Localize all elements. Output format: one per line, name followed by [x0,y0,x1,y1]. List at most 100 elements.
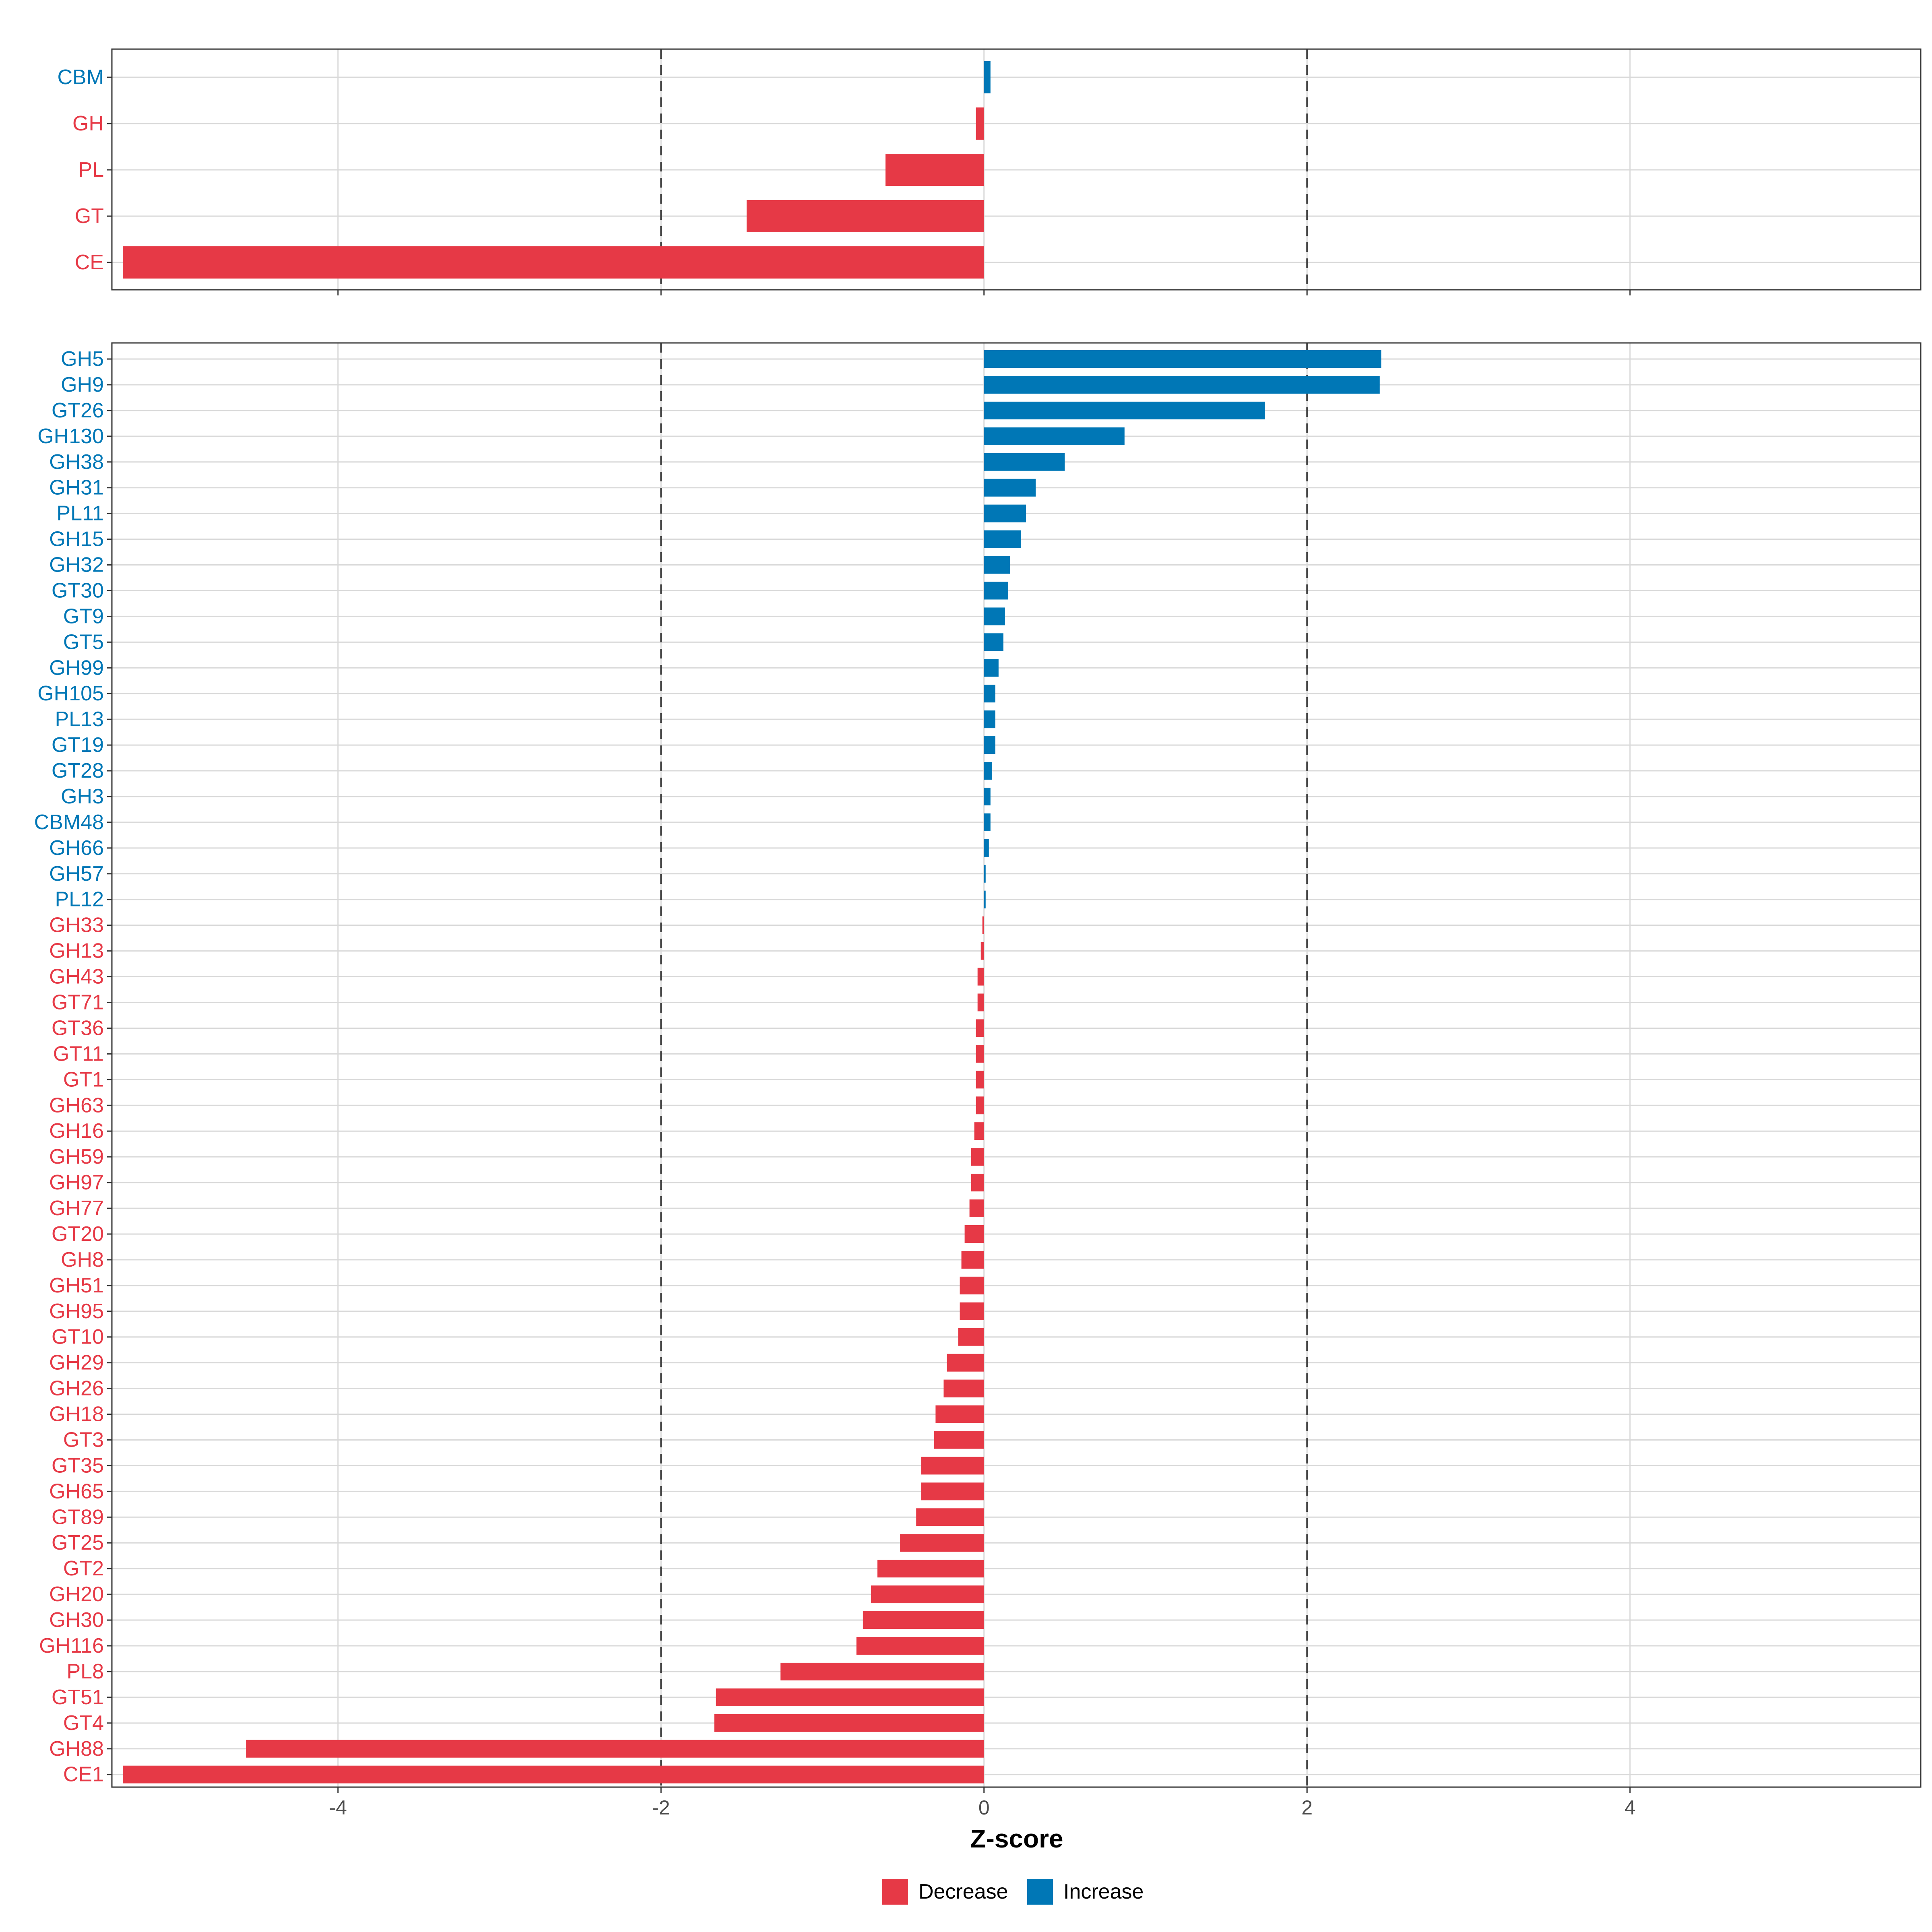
bar-gh8 [961,1251,984,1269]
bar-pl13 [984,710,995,729]
y-tick-label-gh3: GH3 [61,785,104,808]
y-tick-label-gh116: GH116 [39,1634,104,1657]
bar-gh66 [984,839,989,857]
y-tick-label-gh95: GH95 [49,1300,104,1323]
y-tick-label-pl11: PL11 [56,502,104,525]
bar-gh38 [984,453,1065,471]
y-tick-label-gh32: GH32 [49,553,104,577]
legend-label-increase: Increase [1063,1880,1144,1903]
bar-gh51 [960,1276,984,1294]
bar-gt11 [976,1045,984,1063]
x-tick-label: 2 [1301,1796,1313,1819]
y-tick-label-gh105: GH105 [37,682,104,705]
bar-gh30 [863,1611,984,1629]
bar-gt4 [714,1714,984,1732]
bar-gt5 [984,633,1003,651]
bar-gh13 [980,942,984,960]
y-tick-label-gt: GT [75,204,104,228]
y-tick-label-gh66: GH66 [49,836,104,860]
bar-gh95 [960,1302,984,1320]
bar-gh29 [947,1354,984,1372]
panel-border [111,342,1922,1788]
bar-gh18 [935,1405,984,1423]
bar-gt35 [921,1457,984,1475]
y-tick-label-gh97: GH97 [49,1171,104,1194]
y-tick-label-gt25: GT25 [52,1531,104,1554]
y-tick-label-gh13: GH13 [49,939,104,963]
y-tick-label-ce: CE [75,251,104,274]
bar-gh43 [977,968,984,986]
y-tick-label-gh16: GH16 [49,1119,104,1143]
bar-gt3 [934,1431,984,1449]
x-axis-title: Z-score [970,1824,1063,1853]
bar-cbm [984,61,991,93]
y-tick-label-cbm48: CBM48 [34,811,104,834]
bar-gt89 [916,1508,984,1526]
y-tick-label-gh77: GH77 [49,1197,104,1220]
y-tick-label-gh38: GH38 [49,450,104,474]
bar-gh20 [871,1585,984,1604]
y-tick-label-gh51: GH51 [49,1274,104,1297]
y-tick-label-gt5: GT5 [63,630,104,654]
y-tick-label-gt1: GT1 [63,1068,104,1091]
y-tick-label-pl: PL [78,158,104,182]
y-tick-label-gh65: GH65 [49,1480,104,1503]
y-tick-label-gh33: GH33 [49,914,104,937]
x-tick-label: 4 [1624,1796,1636,1819]
bar-gt20 [964,1225,984,1243]
bar-gh9 [984,376,1380,394]
bar-gh [976,107,984,140]
bar-gh88 [246,1740,984,1758]
bar-gt51 [716,1688,984,1706]
y-tick-label-gh99: GH99 [49,656,104,679]
x-tick-label: 0 [978,1796,990,1819]
bar-gh15 [984,530,1022,548]
y-tick-label-gh43: GH43 [49,965,104,989]
bar-pl [885,154,984,186]
y-tick-label-gh59: GH59 [49,1145,104,1168]
y-tick-label-gh29: GH29 [49,1351,104,1375]
bar-gh26 [943,1379,984,1397]
bar-ce [123,246,984,279]
x-axis: -4 -2 0 2 4 [329,1796,1636,1819]
y-tick-label-gh88: GH88 [49,1737,104,1761]
y-tick-label-gh57: GH57 [49,862,104,886]
bar-gt25 [900,1534,984,1552]
bar-gt [746,200,984,232]
y-tick-label-gt3: GT3 [63,1428,104,1451]
y-tick-label-gh: GH [72,112,104,135]
bar-gt1 [976,1071,984,1089]
bar-gt19 [984,736,995,754]
y-tick-label-gt51: GT51 [52,1686,104,1709]
y-tick-label-gt36: GT36 [52,1016,104,1040]
y-tick-label-gh20: GH20 [49,1583,104,1606]
bar-gh31 [984,479,1036,497]
y-tick-label-cbm: CBM [57,66,104,89]
bar-gh99 [984,659,999,677]
legend-label-decrease: Decrease [919,1880,1008,1903]
y-tick-label-gt9: GT9 [63,605,104,628]
y-tick-label-gt11: GT11 [53,1042,104,1065]
y-tick-label-gt35: GT35 [52,1454,104,1477]
panel-border [111,48,1922,291]
bar-gh77 [969,1199,984,1218]
x-tick-label: -4 [329,1796,347,1819]
bar-gt28 [984,762,992,780]
bar-pl11 [984,504,1026,522]
x-tick-label: -2 [652,1796,670,1819]
y-tick-label-gt26: GT26 [52,399,104,422]
bar-gt2 [877,1560,984,1578]
bar-gh33 [982,916,984,934]
y-tick-label-gt28: GT28 [52,759,104,782]
y-tick-label-pl12: PL12 [55,888,104,911]
y-tick-label-gh18: GH18 [49,1403,104,1426]
bar-pl8 [780,1662,984,1680]
bar-gt10 [958,1328,984,1346]
y-tick-label-gh63: GH63 [49,1094,104,1117]
y-tick-label-gt4: GT4 [63,1711,104,1735]
bar-gh57 [984,865,986,883]
y-tick-label-gh130: GH130 [37,425,104,448]
bar-ce1 [123,1765,984,1783]
bar-gh3 [984,787,991,805]
